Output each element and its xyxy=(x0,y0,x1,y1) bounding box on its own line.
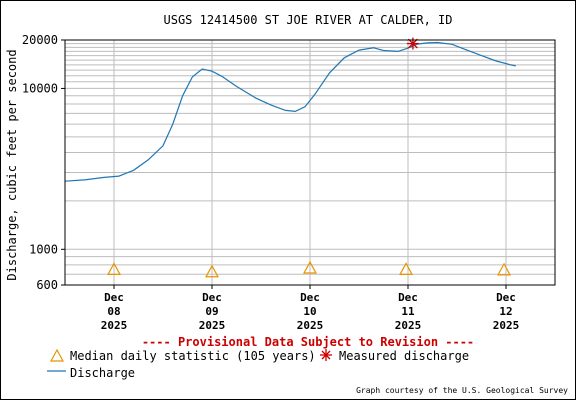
x-tick-label: Dec xyxy=(104,291,124,304)
x-tick-label: 2025 xyxy=(493,319,520,332)
chart-title: USGS 12414500 ST JOE RIVER AT CALDER, ID xyxy=(164,13,453,27)
median-marker xyxy=(497,262,512,276)
legend-discharge-label: Discharge xyxy=(70,366,135,380)
x-tick-label: 2025 xyxy=(395,319,422,332)
plot-area-border xyxy=(64,39,556,286)
tick-layer: 60010001000020000Dec082025Dec092025Dec10… xyxy=(22,33,519,332)
x-tick-label: Dec xyxy=(496,291,516,304)
legend-median-marker xyxy=(49,348,65,362)
x-tick-label: 2025 xyxy=(199,319,226,332)
measured-marker xyxy=(406,37,419,50)
discharge-series-line xyxy=(64,41,516,182)
y-tick-label: 1000 xyxy=(29,242,58,256)
x-tick-label: Dec xyxy=(300,291,320,304)
median-marker xyxy=(302,260,318,274)
x-tick-label: Dec xyxy=(202,291,222,304)
data-layer xyxy=(64,37,516,278)
x-tick-label: 2025 xyxy=(101,319,128,332)
x-tick-label: Dec xyxy=(398,291,418,304)
credit-text: Graph courtesy of the U.S. Geological Su… xyxy=(356,386,568,395)
x-tick-label: 10 xyxy=(303,305,316,318)
legend-measured-label: Measured discharge xyxy=(339,349,469,363)
x-tick-label: 2025 xyxy=(297,319,324,332)
median-marker xyxy=(399,262,414,276)
provisional-note: ---- Provisional Data Subject to Revisio… xyxy=(142,335,474,349)
median-marker xyxy=(106,262,122,276)
x-tick-label: 09 xyxy=(205,305,218,318)
median-marker xyxy=(204,264,220,278)
x-tick-label: 12 xyxy=(499,305,512,318)
legend-median-label: Median daily statistic (105 years) xyxy=(70,349,316,363)
y-tick-label: 600 xyxy=(36,278,58,292)
y-tick-label: 10000 xyxy=(22,81,58,95)
y-axis-label: Discharge, cubic feet per second xyxy=(5,49,19,280)
x-tick-label: 11 xyxy=(401,305,415,318)
y-tick-label: 20000 xyxy=(22,33,58,47)
legend-measured-marker xyxy=(320,349,332,361)
x-tick-label: 08 xyxy=(107,305,120,318)
